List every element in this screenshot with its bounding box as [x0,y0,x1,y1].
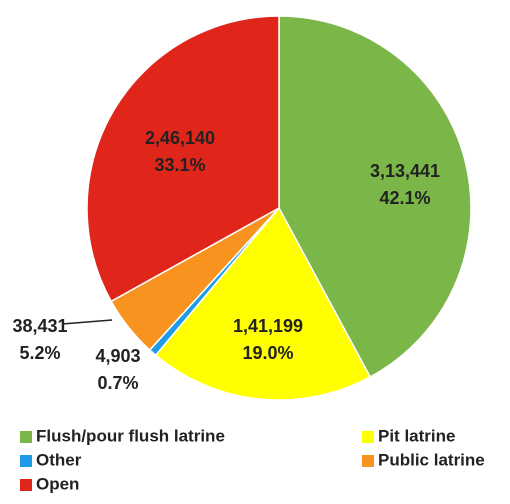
legend-swatch [20,479,32,491]
percent-label: 33.1% [154,155,205,175]
value-label: 3,13,441 [370,161,440,181]
leader-line [61,319,113,325]
pie-slice [86,15,280,303]
percent-label: 42.1% [379,188,430,208]
percent-label: 0.7% [97,373,138,393]
value-label: 1,41,199 [233,316,303,336]
percent-label: 5.2% [19,343,60,363]
legend-label: Open [36,474,79,493]
legend-label: Other [36,450,82,469]
value-label: 4,903 [95,346,140,366]
legend-label: Flush/pour flush latrine [36,426,225,445]
legend-label: Pit latrine [378,426,455,445]
value-label: 2,46,140 [145,128,215,148]
legend-swatch [20,455,32,467]
value-label: 38,431 [12,316,67,336]
pie-slice [154,206,372,401]
pie-slice [278,15,472,378]
legend-label: Public latrine [378,450,485,469]
percent-label: 19.0% [242,343,293,363]
legend-swatch [362,431,374,443]
legend-swatch [362,455,374,467]
legend-swatch [20,431,32,443]
